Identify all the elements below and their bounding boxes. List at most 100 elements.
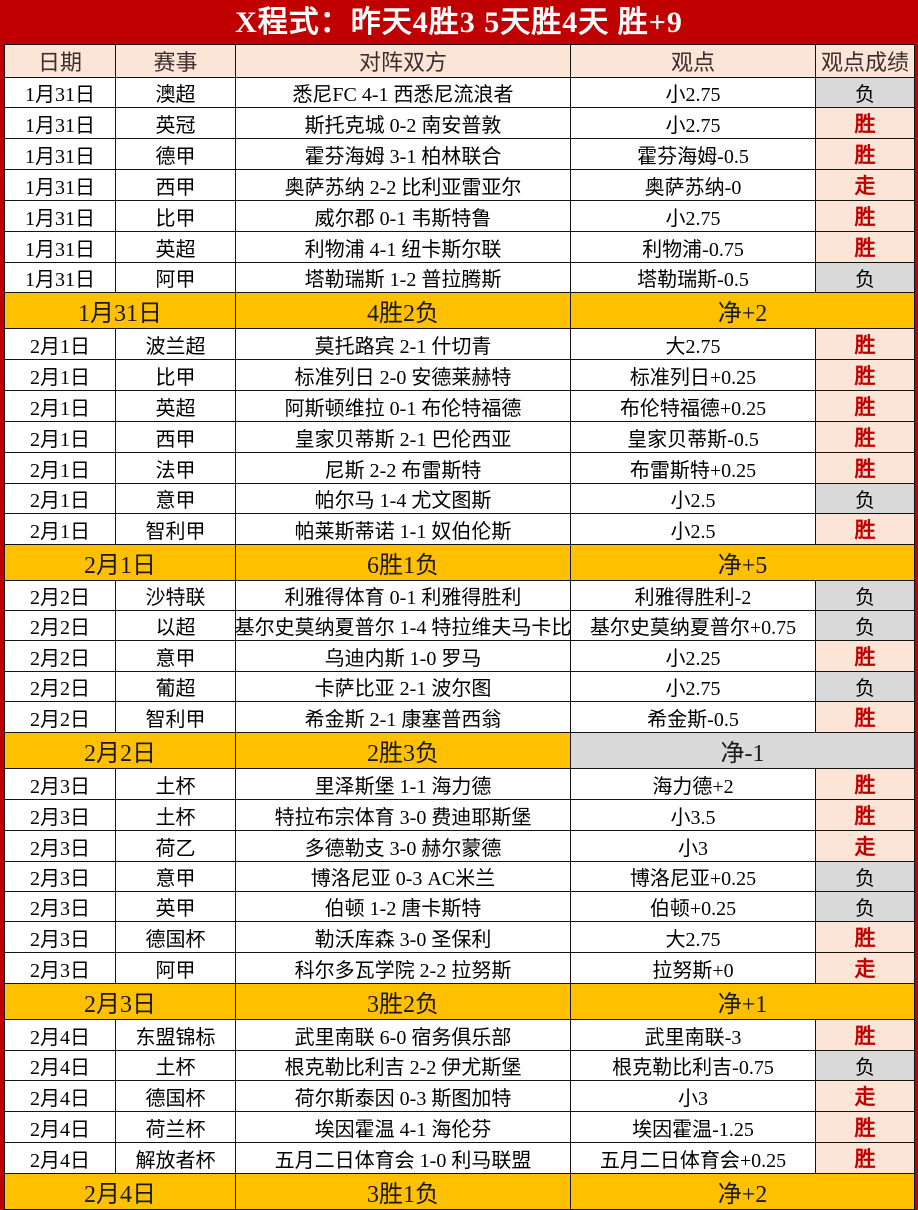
date-cell: 2月4日 [4,1019,116,1051]
results-table-body: 1月31日 澳超 悉尼FC 4-1 西悉尼流浪者 小2.75 负 1月31日 英冠 斯托克城 … [4,77,915,1210]
summary-net-cell: 净-1 [570,732,915,769]
match-cell: 卡萨比亚 2-1 波尔图 [235,671,571,702]
result-cell: 负 [815,77,915,108]
match-row: 2月4日 荷兰杯 埃因霍温 4-1 海伦芬 埃因霍温-1.25 胜 [4,1111,915,1143]
view-cell: 小3 [570,1080,816,1112]
summary-date-cell: 2月2日 [4,732,236,769]
date-cell: 1月31日 [4,107,116,139]
league-cell: 西甲 [115,421,236,453]
view-cell: 利雅得胜利-2 [570,580,816,611]
league-cell: 土杯 [115,1050,236,1081]
view-cell: 大2.75 [570,921,816,953]
view-cell: 拉努斯+0 [570,952,816,984]
result-cell: 负 [815,610,915,641]
league-cell: 荷兰杯 [115,1111,236,1143]
view-cell: 小3 [570,830,816,862]
league-cell: 英甲 [115,891,236,922]
match-row: 2月1日 西甲 皇家贝蒂斯 2-1 巴伦西亚 皇家贝蒂斯-0.5 胜 [4,421,915,453]
day-summary-row: 1月31日 4胜2负 净+2 [4,292,915,329]
result-cell: 走 [815,952,915,984]
view-cell: 希金斯-0.5 [570,701,816,733]
match-row: 2月4日 解放者杯 五月二日体育会 1-0 利马联盟 五月二日体育会+0.25 胜 [4,1142,915,1174]
match-cell: 五月二日体育会 1-0 利马联盟 [235,1142,571,1174]
date-cell: 2月4日 [4,1080,116,1112]
match-cell: 基尔史莫纳夏普尔 1-4 特拉维夫马卡比 [235,610,571,641]
summary-date-cell: 2月1日 [4,544,236,581]
league-cell: 土杯 [115,799,236,831]
match-row: 1月31日 阿甲 塔勒瑞斯 1-2 普拉腾斯 塔勒瑞斯-0.5 负 [4,262,915,293]
league-cell: 比甲 [115,359,236,391]
league-cell: 比甲 [115,200,236,232]
summary-date-cell: 2月4日 [4,1173,236,1210]
match-cell: 勒沃库森 3-0 圣保利 [235,921,571,953]
league-cell: 澳超 [115,77,236,108]
match-row: 1月31日 英冠 斯托克城 0-2 南安普敦 小2.75 胜 [4,107,915,139]
table-header: 日期 赛事 对阵双方 观点 观点成绩 [4,44,915,78]
view-cell: 小2.75 [570,671,816,702]
match-cell: 帕莱斯蒂诺 1-1 奴伯伦斯 [235,513,571,545]
summary-record-cell: 6胜1负 [235,544,571,581]
match-cell: 威尔郡 0-1 韦斯特鲁 [235,200,571,232]
result-cell: 负 [815,580,915,611]
view-cell: 小2.25 [570,640,816,672]
league-cell: 德甲 [115,138,236,170]
match-cell: 乌迪内斯 1-0 罗马 [235,640,571,672]
match-cell: 多德勒支 3-0 赫尔蒙德 [235,830,571,862]
league-cell: 阿甲 [115,262,236,293]
view-cell: 奥萨苏纳-0 [570,169,816,201]
match-cell: 伯顿 1-2 唐卡斯特 [235,891,571,922]
result-cell: 胜 [815,421,915,453]
league-cell: 智利甲 [115,513,236,545]
summary-net-cell: 净+2 [570,1173,915,1210]
match-cell: 尼斯 2-2 布雷斯特 [235,452,571,484]
summary-date-cell: 1月31日 [4,292,236,329]
date-cell: 2月1日 [4,421,116,453]
league-cell: 荷乙 [115,830,236,862]
league-cell: 英超 [115,390,236,422]
match-row: 2月2日 葡超 卡萨比亚 2-1 波尔图 小2.75 负 [4,671,915,702]
match-cell: 荷尔斯泰因 0-3 斯图加特 [235,1080,571,1112]
match-row: 1月31日 西甲 奥萨苏纳 2-2 比利亚雷亚尔 奥萨苏纳-0 走 [4,169,915,201]
match-cell: 根克勒比利吉 2-2 伊尤斯堡 [235,1050,571,1081]
page-title: X程式：昨天4胜3 5天胜4天 胜+9 [0,0,918,44]
summary-net-cell: 净+2 [570,292,915,329]
match-cell: 悉尼FC 4-1 西悉尼流浪者 [235,77,571,108]
view-cell: 小2.75 [570,107,816,139]
date-cell: 2月1日 [4,452,116,484]
result-cell: 胜 [815,1111,915,1143]
view-cell: 五月二日体育会+0.25 [570,1142,816,1174]
league-cell: 阿甲 [115,952,236,984]
result-cell: 胜 [815,390,915,422]
result-cell: 胜 [815,921,915,953]
view-cell: 小2.5 [570,483,816,514]
match-row: 2月3日 英甲 伯顿 1-2 唐卡斯特 伯顿+0.25 负 [4,891,915,922]
match-cell: 希金斯 2-1 康塞普西翁 [235,701,571,733]
day-summary-row: 2月2日 2胜3负 净-1 [4,732,915,769]
result-cell: 胜 [815,452,915,484]
match-row: 2月3日 德国杯 勒沃库森 3-0 圣保利 大2.75 胜 [4,921,915,953]
date-cell: 1月31日 [4,200,116,232]
match-cell: 科尔多瓦学院 2-2 拉努斯 [235,952,571,984]
match-cell: 武里南联 6-0 宿务俱乐部 [235,1019,571,1051]
match-cell: 帕尔马 1-4 尤文图斯 [235,483,571,514]
result-cell: 负 [815,483,915,514]
match-cell: 标准列日 2-0 安德莱赫特 [235,359,571,391]
header-row: 日期 赛事 对阵双方 观点 观点成绩 [4,44,915,78]
league-cell: 东盟锦标 [115,1019,236,1051]
date-cell: 1月31日 [4,262,116,293]
view-cell: 伯顿+0.25 [570,891,816,922]
result-cell: 胜 [815,1142,915,1174]
result-cell: 走 [815,169,915,201]
league-cell: 英超 [115,231,236,263]
result-cell: 负 [815,262,915,293]
summary-net-cell: 净+1 [570,983,915,1020]
date-cell: 2月4日 [4,1050,116,1081]
date-cell: 1月31日 [4,138,116,170]
column-header-date: 日期 [4,44,116,78]
match-row: 2月2日 意甲 乌迪内斯 1-0 罗马 小2.25 胜 [4,640,915,672]
date-cell: 2月2日 [4,610,116,641]
match-row: 2月1日 法甲 尼斯 2-2 布雷斯特 布雷斯特+0.25 胜 [4,452,915,484]
result-cell: 胜 [815,640,915,672]
summary-record-cell: 4胜2负 [235,292,571,329]
result-cell: 胜 [815,513,915,545]
